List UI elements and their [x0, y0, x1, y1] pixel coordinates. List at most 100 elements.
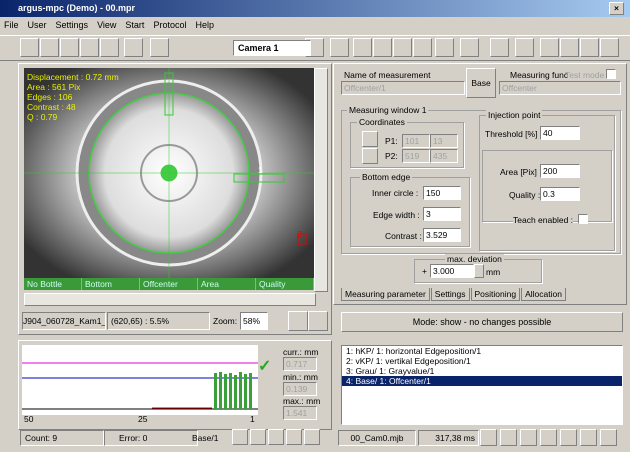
tool-button[interactable]: [60, 38, 79, 57]
status-cell: No Bottle: [24, 278, 82, 290]
base-box: Base: [466, 68, 496, 98]
fit-button[interactable]: [308, 311, 328, 331]
menu-item[interactable]: Help: [195, 20, 214, 30]
tool-button[interactable]: [515, 38, 534, 57]
list-item[interactable]: 2: vKP/ 1: vertikal Edgeposition/1: [346, 356, 471, 366]
width-field[interactable]: 3: [423, 207, 461, 221]
group-title: Coordinates: [357, 117, 407, 127]
area-field[interactable]: 200: [540, 164, 580, 178]
position-field: (620,65) : 5.5%: [107, 312, 210, 330]
status-base: Base/1: [192, 433, 219, 443]
name-field: Offcenter/1: [341, 81, 465, 95]
menu-item[interactable]: User: [27, 20, 47, 30]
roi-horizontal: [233, 173, 285, 183]
status-buttons: [232, 429, 332, 445]
status-file: 00_Cam0.mjb: [338, 430, 416, 446]
group-title: Injection point: [486, 110, 543, 120]
tool-button[interactable]: [600, 38, 619, 57]
close-button[interactable]: ×: [609, 2, 624, 15]
tool-button[interactable]: [330, 38, 349, 57]
list-item[interactable]: 3: Grau/ 1: Grayvalue/1: [346, 366, 435, 376]
quality-field[interactable]: 0.3: [540, 187, 580, 201]
status-button[interactable]: [286, 429, 302, 445]
tool-button[interactable]: [580, 429, 597, 446]
tool-button[interactable]: [520, 429, 537, 446]
h-scrollbar[interactable]: [24, 293, 316, 306]
p2-y: 435: [430, 149, 458, 163]
tab-strip: Measuring parameter Settings Positioning Al…: [341, 288, 567, 301]
tool-button[interactable]: [80, 38, 99, 57]
tool-button[interactable]: [150, 38, 169, 57]
tool-button[interactable]: [600, 429, 617, 446]
tool-button[interactable]: [500, 429, 517, 446]
tool-button[interactable]: [20, 38, 39, 57]
menu-item[interactable]: View: [97, 20, 117, 30]
teach-check[interactable]: [578, 214, 588, 224]
camera-image: [24, 68, 314, 278]
test-mode: Test mode: [565, 70, 605, 80]
coord-button[interactable]: [362, 131, 378, 147]
tool-button[interactable]: [540, 429, 557, 446]
func-field: Offcenter: [499, 81, 621, 95]
contrast-label: Contrast :: [385, 231, 422, 241]
list-item[interactable]: 1: hKP/ 1: horizontal Edgeposition/1: [346, 346, 482, 356]
tool-button[interactable]: [353, 38, 372, 57]
plus: +: [422, 266, 427, 276]
trend-bg: [22, 345, 258, 415]
overlay-line: Displacement : 0.72 mm: [27, 72, 119, 82]
status-button[interactable]: [250, 429, 266, 445]
min-label: min.: mm: [283, 372, 318, 382]
menu-item[interactable]: Start: [125, 20, 145, 30]
p1-x: 101: [402, 134, 430, 148]
tool-button[interactable]: [393, 38, 412, 57]
tab[interactable]: Measuring parameter: [341, 288, 430, 301]
trend-bars: [214, 372, 252, 409]
v-scrollbar[interactable]: [314, 68, 328, 292]
threshold-field[interactable]: 40: [540, 126, 580, 140]
roi-red: [297, 233, 307, 245]
status-cell: Bottom: [82, 278, 140, 290]
tool-button[interactable]: [124, 38, 143, 57]
x-label: 1: [250, 414, 255, 424]
contrast-field[interactable]: 3.529: [423, 228, 461, 242]
menu-item[interactable]: File: [4, 20, 19, 30]
coord-button[interactable]: [362, 148, 378, 164]
x-label: 25: [138, 414, 148, 424]
tool-button[interactable]: [490, 38, 509, 57]
x-label: 50: [24, 414, 34, 424]
menu-item[interactable]: Protocol: [153, 20, 187, 30]
rect-shape: [239, 372, 242, 409]
test-check[interactable]: [606, 69, 616, 79]
tool-button[interactable]: [580, 38, 599, 57]
tool-button[interactable]: [40, 38, 59, 57]
status-button[interactable]: [304, 429, 320, 445]
window-title: argus-mpc (Demo) - 00.mpr: [18, 3, 136, 13]
status-button[interactable]: [268, 429, 284, 445]
list-item[interactable]: 4: Base/ 1: Offcenter/1: [342, 376, 622, 386]
deviation-field[interactable]: 3.000: [430, 264, 474, 278]
tool-button[interactable]: [413, 38, 432, 57]
file-field: J904_060728_Kam1_Seq01(: [22, 312, 106, 330]
func-label: Measuring func: [510, 70, 569, 80]
zoom-field[interactable]: 58%: [240, 312, 268, 330]
tool-button[interactable]: [560, 429, 577, 446]
status-button[interactable]: [232, 429, 248, 445]
tab[interactable]: Positioning: [470, 288, 521, 301]
inner-field[interactable]: 150: [423, 186, 461, 200]
tool-button[interactable]: [100, 38, 119, 57]
tab[interactable]: Allocation: [521, 288, 566, 301]
overlay-line: Edges : 106: [27, 92, 73, 102]
tool-button[interactable]: [373, 38, 392, 57]
tool-button[interactable]: [540, 38, 559, 57]
right-buttons: [480, 429, 625, 446]
tool-button[interactable]: [480, 429, 497, 446]
menu-item[interactable]: Settings: [55, 20, 89, 30]
tool-button[interactable]: [435, 38, 454, 57]
spin[interactable]: [474, 264, 484, 278]
camera-select[interactable]: Camera 1: [233, 40, 311, 56]
tool-button[interactable]: [460, 38, 479, 57]
tool-button[interactable]: [560, 38, 579, 57]
zoom-button[interactable]: [288, 311, 308, 331]
tab[interactable]: Settings: [430, 288, 470, 301]
